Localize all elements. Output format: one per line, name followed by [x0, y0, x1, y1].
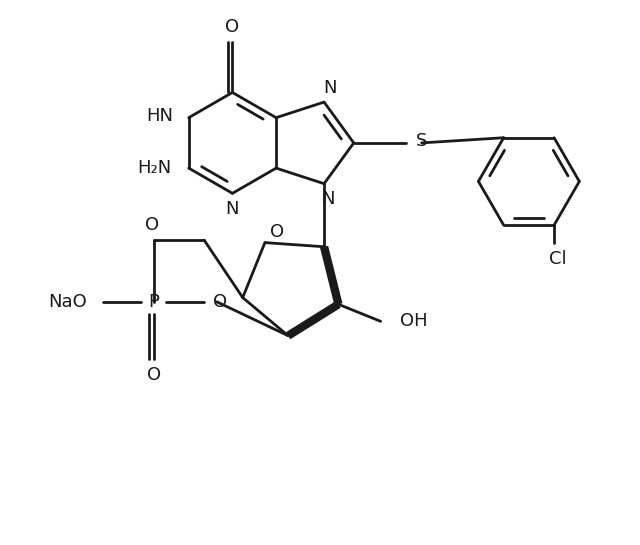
Text: Cl: Cl [548, 250, 566, 268]
Text: NaO: NaO [49, 293, 87, 311]
Text: P: P [148, 293, 159, 311]
Text: S: S [416, 132, 428, 150]
Text: O: O [271, 223, 285, 241]
Text: O: O [212, 293, 227, 311]
Text: N: N [321, 190, 334, 208]
Text: OH: OH [400, 312, 428, 330]
Text: O: O [225, 17, 239, 35]
Text: O: O [147, 366, 161, 384]
Text: O: O [145, 216, 159, 234]
Text: N: N [226, 200, 239, 218]
Text: H₂N: H₂N [137, 159, 172, 177]
Text: N: N [323, 79, 337, 97]
Text: HN: HN [147, 107, 173, 125]
